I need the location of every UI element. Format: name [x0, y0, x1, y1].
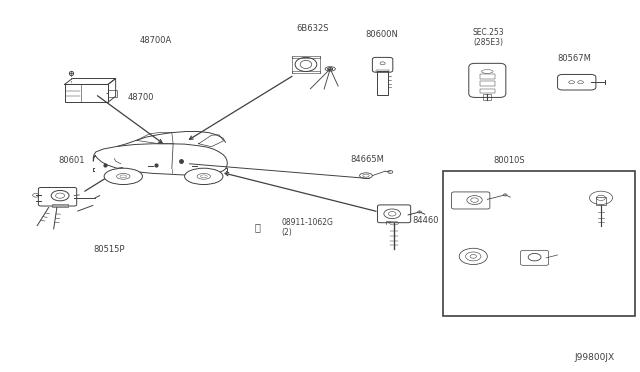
Text: 80601: 80601: [58, 156, 84, 165]
Text: 84665M: 84665M: [351, 155, 385, 164]
Bar: [52, 204, 68, 208]
FancyBboxPatch shape: [378, 205, 411, 223]
Text: 48700A: 48700A: [140, 36, 172, 45]
Text: 6B632S: 6B632S: [296, 24, 328, 33]
Text: 80515P: 80515P: [93, 244, 125, 253]
Ellipse shape: [184, 168, 223, 185]
Bar: [483, 94, 491, 100]
Text: J99800JX: J99800JX: [575, 353, 614, 362]
Text: 80010S: 80010S: [494, 156, 525, 165]
Bar: [108, 90, 117, 97]
Bar: [292, 71, 320, 73]
Ellipse shape: [104, 168, 143, 185]
FancyBboxPatch shape: [38, 187, 77, 206]
Circle shape: [51, 190, 69, 201]
Text: SEC.253
(285E3): SEC.253 (285E3): [473, 28, 504, 48]
Bar: [65, 84, 108, 102]
Text: Ⓑ: Ⓑ: [255, 222, 260, 232]
FancyBboxPatch shape: [452, 192, 490, 209]
Bar: [479, 89, 495, 93]
Bar: [292, 55, 320, 58]
Bar: [479, 74, 495, 78]
Bar: [378, 71, 388, 95]
FancyBboxPatch shape: [520, 250, 548, 265]
Text: 80600N: 80600N: [365, 29, 398, 39]
Bar: [443, 171, 635, 317]
Text: 48700: 48700: [127, 93, 154, 102]
Bar: [479, 81, 495, 86]
Bar: [596, 197, 606, 205]
Text: 84460: 84460: [413, 216, 439, 225]
Text: 80567M: 80567M: [557, 54, 591, 62]
Bar: [376, 70, 389, 72]
Text: 08911-1062G
(2): 08911-1062G (2): [282, 218, 333, 237]
